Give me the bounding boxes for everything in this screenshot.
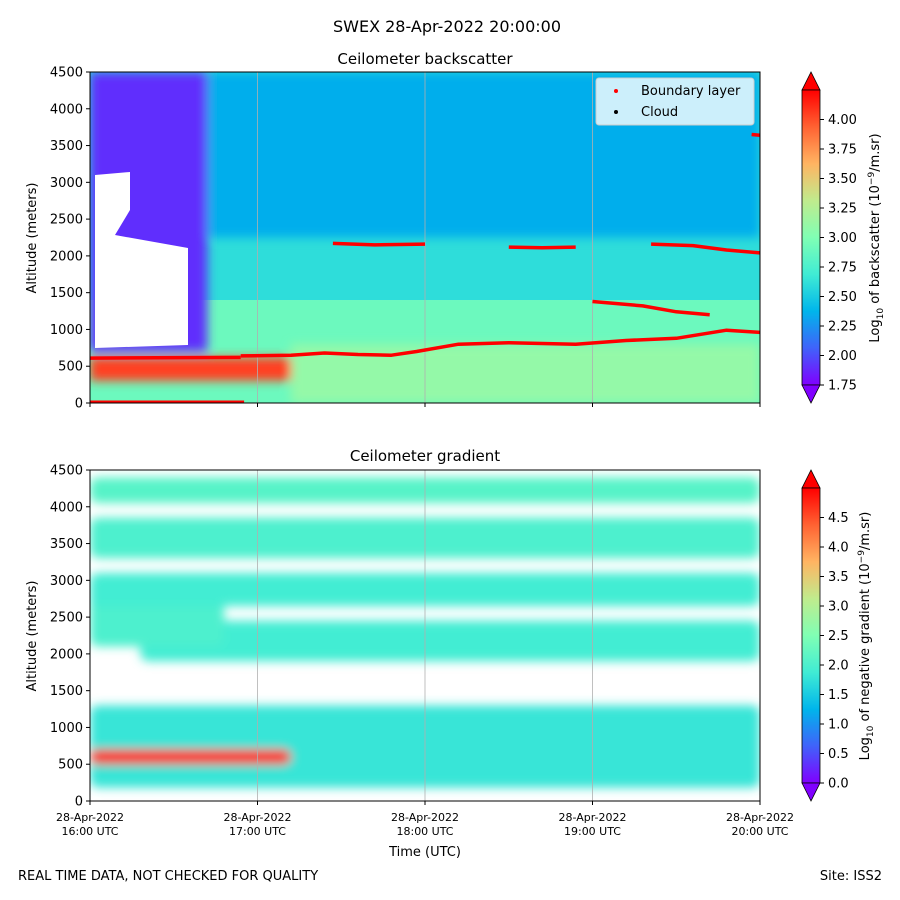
backscatter-panel: Ceilometer backscatter 0 500 1000 1500 2000 2… [25,50,886,412]
gradient-colorbar-tick-label: 0.0 [828,777,849,792]
backscatter-colorbar-tick-label: 1.75 [828,379,857,394]
gradient-panel: Ceilometer gradient 0 500 1000 1500 2000 2500… [25,447,876,860]
legend-boundary-layer-label: Boundary layer [641,84,741,99]
gradient-colorbar-tick-label: 1.5 [828,688,849,703]
gradient-y-tick-label: 4500 [50,464,83,479]
gradient-y-ticks: 0 500 1000 1500 2000 2500 3000 3500 4000 4500 [50,464,90,810]
footer-quality-note: REAL TIME DATA, NOT CHECKED FOR QUALITY [18,869,319,884]
gradient-colorbar-max-extend [801,469,821,489]
gradient-colorbar-tick-label: 3.5 [828,570,849,585]
footer-site: Site: ISS2 [819,869,882,884]
gradient-colorbar-label: Log10 of negative gradient (10−9/m.sr) [857,512,876,761]
gradient-colorbar-tick-label: 3.0 [828,600,849,615]
backscatter-colorbar: 1.75 2.00 2.25 2.50 2.75 3.00 3.25 3.50 3.75 4.00… [801,71,886,404]
gradient-x-tick-time: 16:00 UTC [61,825,118,838]
gradient-colorbar-min-extend [801,782,821,802]
backscatter-colorbar-label: Log10 of backscatter (10−9/m.sr) [867,133,886,342]
gradient-title: Ceilometer gradient [350,447,500,465]
backscatter-colorbar-tick-label: 2.00 [828,349,857,364]
gradient-colorbar-tick-label: 2.5 [828,629,849,644]
backscatter-colorbar-tick-label: 2.75 [828,261,857,276]
backscatter-colorbar-tick-label: 3.75 [828,143,857,158]
boundary-layer-segment [592,299,710,317]
figure-title: SWEX 28-Apr-2022 20:00:00 [333,17,561,36]
backscatter-no-data-region [95,172,188,348]
backscatter-colorbar-min-extend [801,384,821,404]
gradient-colorbar-tick-label: 0.5 [828,747,849,762]
boundary-layer-segment [90,355,241,360]
backscatter-y-tick-label: 1000 [50,323,83,338]
backscatter-y-tick-label: 4000 [50,102,83,117]
gradient-colorbar-tick-label: 4.0 [828,541,849,556]
gradient-colorbar-tick-label: 2.0 [828,659,849,674]
gradient-y-tick-label: 1000 [50,721,83,736]
boundary-layer-segment [651,242,760,255]
boundary-layer-segment [508,245,576,250]
legend-cloud-marker [614,110,618,114]
backscatter-y-tick-label: 1500 [50,286,83,301]
backscatter-title: Ceilometer backscatter [337,50,513,68]
backscatter-colorbar-bar [801,89,821,386]
gradient-y-tick-label: 3500 [50,537,83,552]
gradient-x-tick-date: 28-Apr-2022 [56,811,124,824]
backscatter-colorbar-tick-label: 2.50 [828,290,857,305]
boundary-layer-segment [751,132,760,138]
gradient-y-tick-label: 2500 [50,611,83,626]
gradient-x-label: Time (UTC) [388,845,461,860]
gradient-band [90,749,291,765]
gradient-x-tick-date: 28-Apr-2022 [391,811,459,824]
boundary-layer-series [90,132,760,403]
gradient-y-tick-label: 3000 [50,574,83,589]
gradient-gridlines [257,470,593,801]
backscatter-colorbar-tick-label: 3.00 [828,231,857,246]
legend-box [595,77,755,126]
gradient-colorbar-tick-label: 4.5 [828,511,849,526]
backscatter-y-tick-label: 4500 [50,66,83,81]
legend-cloud-label: Cloud [641,105,678,120]
backscatter-y-tick-label: 0 [75,397,83,412]
gradient-y-label: Altitude (meters) [25,581,40,692]
backscatter-colorbar-tick-label: 3.50 [828,172,857,187]
backscatter-y-tick-label: 2000 [50,249,83,264]
backscatter-x-ticks [89,403,761,407]
gradient-band [140,620,760,662]
backscatter-y-tick-label: 3000 [50,176,83,191]
boundary-layer-segment [240,328,760,358]
gradient-x-tick-date: 28-Apr-2022 [558,811,626,824]
gradient-colorbar-bar [801,487,821,784]
backscatter-y-tick-label: 3500 [50,139,83,154]
gradient-y-tick-label: 0 [75,795,83,810]
backscatter-y-tick-label: 500 [58,360,83,375]
gradient-x-tick-time: 17:00 UTC [229,825,286,838]
backscatter-colorbar-max-extend [801,71,821,91]
gradient-x-tick-date: 28-Apr-2022 [223,811,291,824]
backscatter-colorbar-tick-label: 3.25 [828,202,857,217]
backscatter-y-ticks: 0 500 1000 1500 2000 2500 3000 3500 4000 4500 [50,66,90,412]
gradient-y-tick-label: 2000 [50,647,83,662]
legend-boundary-layer-marker [614,89,618,93]
backscatter-colorbar-tick-label: 4.00 [828,113,857,128]
backscatter-layer [90,357,291,381]
backscatter-gridlines [257,72,593,403]
gradient-y-tick-label: 4000 [50,500,83,515]
gradient-x-tick-time: 19:00 UTC [564,825,621,838]
gradient-colorbar-tick-label: 1.0 [828,718,849,733]
gradient-x-tick-time: 18:00 UTC [396,825,453,838]
gradient-y-tick-label: 1500 [50,684,83,699]
gradient-x-tick-time: 20:00 UTC [731,825,788,838]
legend: Boundary layer Cloud [595,77,755,126]
backscatter-y-tick-label: 2500 [50,213,83,228]
backscatter-y-label: Altitude (meters) [25,183,40,294]
gradient-x-tick-date: 28-Apr-2022 [726,811,794,824]
gradient-colorbar: 0.0 0.5 1.0 1.5 2.0 2.5 3.0 3.5 4.0 4.5 Log10 of … [801,469,876,802]
gradient-y-tick-label: 500 [58,758,83,773]
backscatter-colorbar-tick-label: 2.25 [828,320,857,335]
boundary-layer-segment [332,241,426,247]
